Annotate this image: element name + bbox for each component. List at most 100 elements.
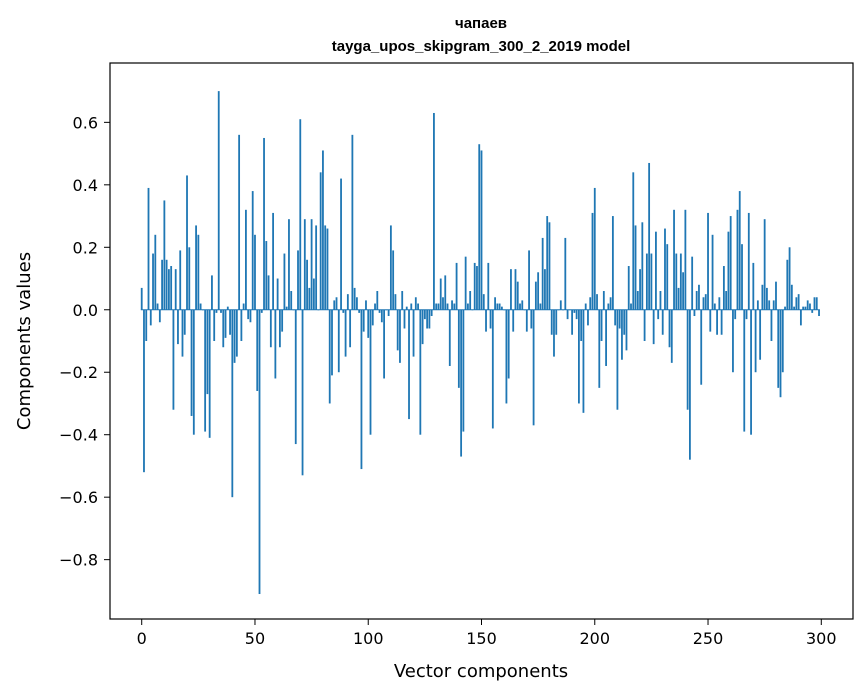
bar: [609, 297, 612, 310]
bar: [414, 297, 417, 310]
bar: [602, 291, 605, 310]
bar: [290, 291, 293, 310]
bar: [775, 281, 777, 310]
y-axis-label: Components values: [14, 252, 35, 430]
bar: [195, 225, 197, 310]
bar: [331, 309, 333, 376]
bar: [530, 309, 533, 329]
y-tick-label: −0.6: [59, 488, 98, 507]
bar: [621, 309, 623, 360]
bar: [505, 309, 508, 404]
bar: [362, 309, 365, 332]
bar: [265, 241, 268, 310]
bar: [650, 253, 653, 310]
bar: [512, 309, 515, 332]
bar: [704, 294, 707, 310]
bar: [374, 303, 376, 310]
x-tick-label: 300: [806, 629, 837, 648]
bar: [238, 134, 241, 310]
bar: [453, 303, 456, 310]
bar: [281, 309, 284, 332]
x-tick-label: 200: [579, 629, 610, 648]
bar: [668, 309, 671, 348]
x-axis-label: Vector components: [394, 661, 568, 682]
bar: [183, 309, 186, 335]
bar: [804, 306, 807, 310]
bar: [482, 294, 485, 310]
bar: [732, 309, 734, 373]
bar: [315, 225, 318, 310]
bar: [670, 309, 673, 363]
bar: [691, 256, 694, 310]
bar: [365, 300, 367, 310]
bar: [781, 309, 784, 373]
plot-frame: [109, 62, 854, 620]
bar: [392, 250, 395, 310]
bar: [310, 219, 313, 310]
bar: [720, 309, 723, 335]
bar: [439, 278, 442, 310]
bar: [809, 303, 811, 310]
bar: [528, 250, 530, 310]
bar: [546, 216, 549, 310]
bar: [226, 306, 229, 310]
bar: [607, 303, 610, 310]
bar: [673, 209, 675, 310]
bar: [510, 269, 512, 310]
bar: [143, 309, 145, 473]
bar: [235, 309, 238, 357]
bar: [686, 309, 689, 410]
bar: [596, 294, 598, 310]
bar: [600, 309, 603, 341]
bar: [394, 294, 397, 310]
bar: [682, 272, 685, 310]
bar: [788, 247, 791, 310]
bar: [695, 291, 698, 310]
bar: [745, 309, 748, 320]
bar: [736, 209, 739, 310]
bar: [220, 309, 222, 313]
bar: [534, 281, 537, 310]
bar: [684, 209, 687, 310]
bar: [806, 300, 809, 310]
bar: [249, 309, 252, 323]
bar: [786, 259, 789, 310]
bar: [747, 212, 750, 310]
bar: [519, 303, 521, 310]
bar: [349, 309, 352, 348]
bar: [174, 269, 177, 310]
bar: [550, 309, 553, 335]
bar: [559, 300, 562, 310]
bar: [204, 309, 207, 432]
bar: [224, 309, 227, 338]
bar: [367, 309, 370, 338]
bar: [516, 281, 519, 310]
bar: [276, 278, 279, 310]
bar: [401, 291, 404, 310]
bar: [410, 303, 413, 310]
bar: [664, 228, 666, 310]
bar: [308, 287, 311, 310]
bar: [149, 309, 152, 326]
bar: [521, 300, 524, 310]
bar: [156, 303, 159, 310]
bar: [383, 309, 385, 379]
bar: [172, 309, 175, 410]
bar: [759, 309, 762, 360]
x-tick-label: 50: [245, 629, 265, 648]
bar: [448, 309, 451, 366]
bar: [369, 309, 372, 435]
bar: [544, 269, 546, 310]
bar: [437, 303, 440, 310]
bar: [643, 309, 646, 341]
bar: [491, 309, 494, 429]
bar: [797, 294, 800, 310]
bar: [233, 309, 236, 363]
bar: [181, 309, 184, 357]
bar: [514, 269, 517, 310]
bar: [702, 297, 705, 310]
bar: [455, 262, 458, 310]
bar: [346, 294, 349, 310]
bar: [754, 309, 757, 373]
